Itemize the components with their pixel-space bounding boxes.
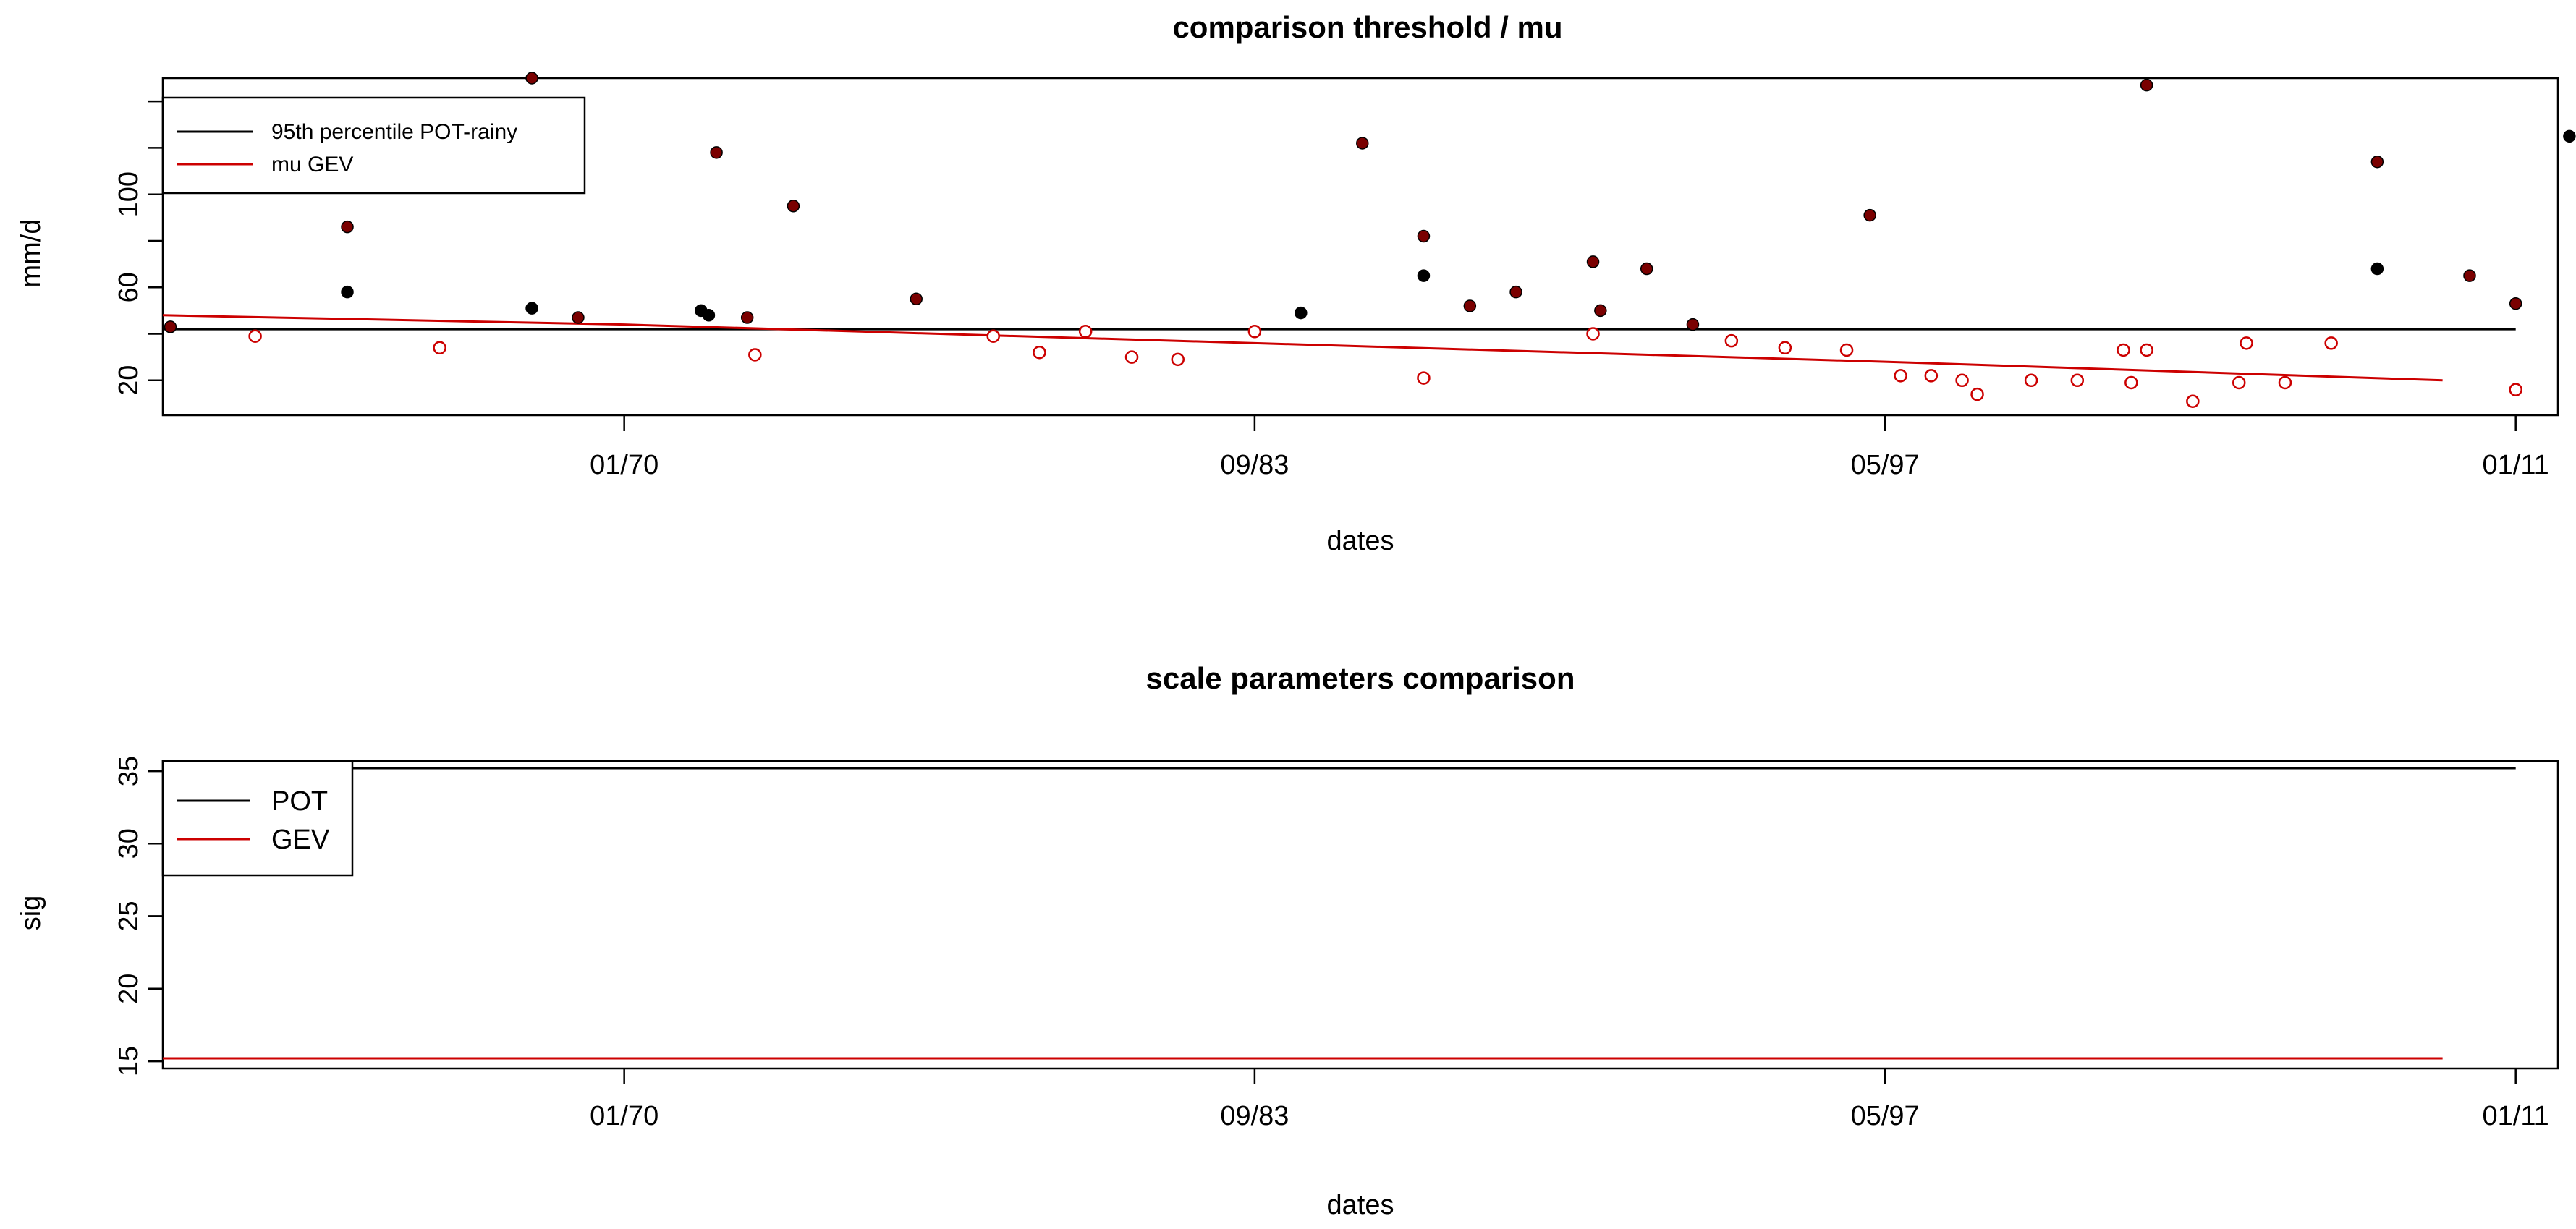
y-tick-label: 60 <box>114 272 144 302</box>
data-point <box>1724 333 1739 348</box>
panel-scale-params: scale parameters comparison 15 20 25 30 35 0… <box>16 661 2559 1220</box>
plot-series <box>163 767 2516 1060</box>
y-tick-label: 100 <box>114 171 144 217</box>
x-tick-label: 01/11 <box>2483 1101 2549 1131</box>
x-tick-label: 01/70 <box>590 1101 658 1131</box>
data-point <box>2563 129 2576 143</box>
y-tick-label: 35 <box>114 756 144 786</box>
data-point <box>1686 318 1700 331</box>
x-axis: 01/70 09/83 05/97 01/11 <box>590 415 2549 480</box>
data-point <box>1247 325 1262 339</box>
plot-series <box>162 72 2576 408</box>
data-point <box>740 311 754 324</box>
data-point <box>2186 394 2200 408</box>
data-point <box>1171 352 1185 367</box>
data-point <box>2124 375 2138 390</box>
x-tick-label: 05/97 <box>1851 1101 1920 1131</box>
plot-frame <box>161 760 2559 1070</box>
data-point <box>433 341 446 355</box>
chart-title: scale parameters comparison <box>1146 661 1575 695</box>
y-axis: 15 20 25 30 35 <box>114 756 163 1076</box>
data-point <box>1970 387 1984 401</box>
data-point <box>525 72 538 85</box>
data-point <box>1295 306 1308 320</box>
data-point <box>2463 269 2476 282</box>
x-tick-label: 05/97 <box>1851 450 1920 480</box>
data-point <box>1863 208 1876 222</box>
legend: 95th percentile POT-rainy mu GEV <box>161 96 586 195</box>
legend-label-mu: mu GEV <box>271 153 353 177</box>
plot-frame <box>161 77 2559 417</box>
data-point <box>1586 327 1600 341</box>
data-point <box>2232 375 2246 390</box>
data-point <box>2024 373 2038 388</box>
data-point <box>1417 229 1431 243</box>
y-tick-label: 30 <box>114 828 144 859</box>
y-tick-label: 20 <box>114 974 144 1004</box>
y-tick-label: 25 <box>114 901 144 931</box>
data-point <box>2140 343 2153 357</box>
data-point <box>1594 304 1607 318</box>
y-axis-title: sig <box>16 896 46 931</box>
x-axis: 01/70 09/83 05/97 01/11 <box>590 1068 2549 1131</box>
data-point <box>1124 350 1139 364</box>
data-point <box>248 329 262 343</box>
data-point <box>1463 299 1477 312</box>
data-point <box>2370 262 2384 276</box>
data-point <box>341 220 354 234</box>
x-axis-title: dates <box>1327 1190 1394 1220</box>
x-tick-label: 09/83 <box>1220 450 1289 480</box>
data-point <box>2070 373 2085 388</box>
chart-title: comparison threshold / mu <box>1172 10 1562 44</box>
data-point <box>164 320 177 333</box>
data-point <box>1356 137 1369 150</box>
data-point <box>1924 369 1939 383</box>
legend: POT GEV <box>161 760 354 877</box>
data-point <box>787 200 800 213</box>
data-point <box>748 348 762 362</box>
legend-label-threshold: 95th percentile POT-rainy <box>271 120 517 144</box>
data-point <box>2509 383 2522 396</box>
legend-label-pot: POT <box>271 786 328 817</box>
data-point <box>710 146 723 159</box>
data-point <box>910 292 923 306</box>
y-tick-label: 15 <box>114 1046 144 1076</box>
y-axis: 20 60 100 <box>114 100 163 396</box>
y-tick-label: 20 <box>114 365 144 396</box>
data-point <box>2240 336 2253 350</box>
y-axis-title: mm/d <box>16 219 46 288</box>
data-point <box>702 309 716 322</box>
data-point <box>1417 371 1431 385</box>
legend-label-gev: GEV <box>271 825 330 855</box>
data-point <box>2117 343 2130 357</box>
x-tick-label: 01/11 <box>2483 450 2549 480</box>
legend-box <box>161 96 586 195</box>
data-point <box>2509 297 2522 310</box>
x-axis-title: dates <box>1327 526 1394 556</box>
data-point <box>341 285 354 299</box>
data-point <box>2370 155 2384 169</box>
x-tick-label: 01/70 <box>590 450 658 480</box>
data-point <box>986 329 1000 343</box>
data-point <box>1033 345 1046 360</box>
data-point <box>1078 325 1093 339</box>
data-point <box>1509 285 1522 299</box>
legend-box <box>161 760 354 877</box>
data-point <box>2278 375 2292 390</box>
data-point <box>1417 269 1431 282</box>
data-point <box>572 311 585 324</box>
data-point <box>2324 336 2338 350</box>
data-point <box>1586 255 1600 268</box>
data-point <box>1955 373 1969 388</box>
data-point <box>2140 78 2153 92</box>
data-point <box>1640 262 1653 276</box>
data-point <box>1894 369 1907 383</box>
series-line <box>162 314 2443 382</box>
data-point <box>525 302 538 315</box>
data-point <box>1778 341 1792 355</box>
x-tick-label: 09/83 <box>1220 1101 1289 1131</box>
data-point <box>1839 343 1854 357</box>
